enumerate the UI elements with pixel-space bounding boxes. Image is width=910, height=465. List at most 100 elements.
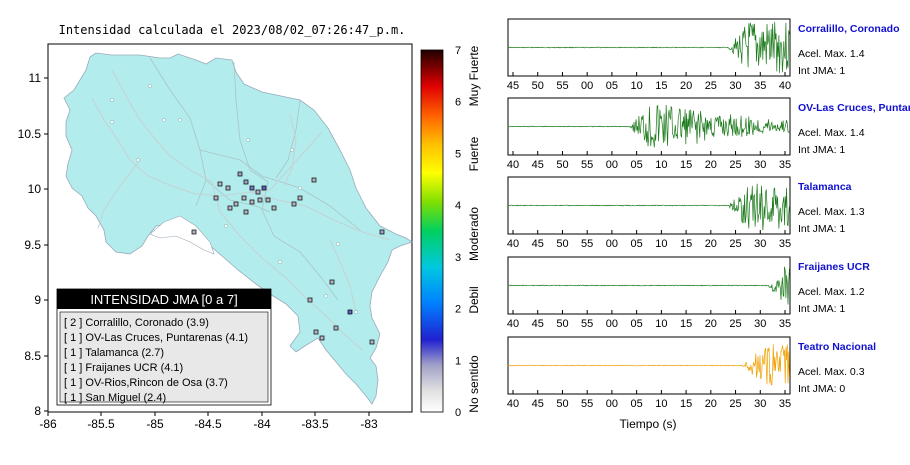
station-name: Fraijanes UCR bbox=[798, 261, 870, 273]
waveform-tick-label: 25 bbox=[729, 159, 741, 171]
legend-entry: [ 1 ] OV-Las Cruces, Puntarenas (4.1) bbox=[64, 332, 248, 344]
colorbar: 7 6 5 4 3 2 1 0 Muy Fuerte Fuerte Moderado Debil No… bbox=[420, 45, 481, 419]
map-y-tick-label: 10.5 bbox=[18, 127, 42, 141]
waveform-trace bbox=[507, 344, 790, 386]
waveform-tick-label: 30 bbox=[754, 238, 766, 250]
station-accel: Acel. Max. 1.2 bbox=[798, 286, 865, 298]
colorbar-tick-label: 0 bbox=[455, 407, 461, 419]
waveform-tick-label: 20 bbox=[705, 318, 717, 330]
waveform-tick-label: 25 bbox=[705, 80, 717, 92]
waveform-tick-label: 35 bbox=[754, 80, 766, 92]
waveform-tick-label: 45 bbox=[532, 238, 544, 250]
waveform-tick-label: 15 bbox=[680, 159, 692, 171]
map-x-tick-label: -83 bbox=[360, 417, 378, 431]
station-accel: Acel. Max. 1.3 bbox=[798, 206, 865, 218]
legend-entry: [ 1 ] OV-Rios,Rincon de Osa (3.7) bbox=[64, 377, 228, 389]
waveform-panel: 40 45 50 55 00 05 10 15 20 25 30 35 OV-Las Cruces, P… bbox=[507, 97, 910, 171]
province-boundaries bbox=[149, 57, 361, 301]
waveform-tick-label: 00 bbox=[606, 238, 618, 250]
waveform-tick-label: 30 bbox=[754, 398, 766, 410]
map-y-tick-label: 10 bbox=[28, 182, 42, 196]
map-y-tick-label: 9 bbox=[34, 293, 41, 307]
waveform-panel: 40 45 50 55 00 05 10 15 20 25 30 35 Talamanca Acel. M… bbox=[507, 176, 865, 250]
legend-entry: [ 1 ] Talamanca (2.7) bbox=[64, 347, 164, 359]
waveform-tick-label: 35 bbox=[779, 398, 791, 410]
waveform-tick-label: 20 bbox=[705, 398, 717, 410]
station-intensity: Int JMA: 1 bbox=[798, 65, 845, 77]
colorbar-label: Muy Fuerte bbox=[467, 45, 481, 106]
waveform-tick-label: 20 bbox=[705, 159, 717, 171]
waveform-tick-label: 35 bbox=[779, 238, 791, 250]
colorbar-tick-label: 4 bbox=[455, 200, 461, 212]
waveform-tick-label: 00 bbox=[606, 318, 618, 330]
waveform-tick-label: 45 bbox=[507, 80, 519, 92]
legend-entry: [ 2 ] Corralillo, Coronado (3.9) bbox=[64, 317, 209, 329]
waveform-tick-label: 55 bbox=[581, 159, 593, 171]
colorbar-label: Moderado bbox=[467, 207, 481, 261]
map-x-tick-label: -84 bbox=[253, 417, 271, 431]
station-name: Talamanca bbox=[798, 181, 852, 193]
map-plot: INTENSIDAD JMA [0 a 7] [ 2 ] Corralillo,… bbox=[18, 43, 413, 431]
colorbar-tick-label: 7 bbox=[455, 45, 461, 57]
waveform-trace bbox=[507, 104, 790, 148]
intensity-legend: INTENSIDAD JMA [0 a 7] [ 2 ] Corralillo,… bbox=[56, 288, 272, 406]
waveform-tick-label: 10 bbox=[655, 238, 667, 250]
station-name: Teatro Nacional bbox=[798, 341, 876, 353]
waveform-tick-label: 40 bbox=[507, 318, 519, 330]
gulf-water bbox=[149, 215, 215, 255]
waveform-tick-label: 15 bbox=[680, 318, 692, 330]
waveform-tick-label: 55 bbox=[581, 318, 593, 330]
station-name: Corralillo, Coronado bbox=[798, 23, 900, 35]
road-network bbox=[91, 69, 391, 351]
waveform-panel: 40 45 50 55 00 05 10 15 20 25 30 35 Fraijanes UCR Ace… bbox=[507, 256, 870, 330]
town-dots bbox=[110, 84, 358, 314]
map-y-tick-label: 11 bbox=[29, 71, 42, 85]
waveform-tick-label: 30 bbox=[754, 318, 766, 330]
waveform-tick-label: 00 bbox=[581, 80, 593, 92]
waveform-tick-label: 15 bbox=[680, 398, 692, 410]
station-name: OV-Las Cruces, Puntar bbox=[798, 102, 910, 114]
colorbar-label: No sentido bbox=[467, 355, 481, 413]
map-x-tick-label: -84.5 bbox=[194, 417, 222, 431]
waveform-tick-label: 40 bbox=[507, 398, 519, 410]
waveform-panel: 45 50 55 00 05 10 15 20 25 30 35 40 Corralillo, Coro… bbox=[507, 18, 900, 92]
station-intensity: Int JMA: 0 bbox=[798, 383, 845, 395]
waveform-tick-label: 20 bbox=[705, 238, 717, 250]
waveform-tick-label: 10 bbox=[655, 398, 667, 410]
waveform-tick-label: 45 bbox=[532, 159, 544, 171]
station-accel: Acel. Max. 1.4 bbox=[798, 48, 865, 60]
waveform-tick-label: 10 bbox=[631, 80, 643, 92]
waveform-tick-label: 25 bbox=[729, 398, 741, 410]
waveform-tick-label: 50 bbox=[556, 318, 568, 330]
waveform-tick-label: 40 bbox=[507, 159, 519, 171]
legend-entry: [ 1 ] San Miguel (2.4) bbox=[64, 392, 166, 404]
waveform-tick-label: 50 bbox=[556, 159, 568, 171]
waveform-xlabel: Tiempo (s) bbox=[620, 417, 677, 431]
waveform-trace bbox=[507, 266, 790, 305]
station-accel: Acel. Max. 1.4 bbox=[798, 127, 865, 139]
waveform-tick-label: 05 bbox=[631, 238, 643, 250]
waveform-tick-label: 10 bbox=[655, 318, 667, 330]
waveform-tick-label: 30 bbox=[729, 80, 741, 92]
station-intensity: Int JMA: 1 bbox=[798, 144, 845, 156]
waveform-tick-label: 20 bbox=[680, 80, 692, 92]
waveform-tick-label: 40 bbox=[779, 80, 791, 92]
waveform-tick-label: 55 bbox=[581, 238, 593, 250]
waveform-tick-label: 50 bbox=[532, 80, 544, 92]
waveform-tick-label: 30 bbox=[754, 159, 766, 171]
map-x-tick-label: -86 bbox=[39, 417, 57, 431]
waveform-tick-label: 00 bbox=[606, 398, 618, 410]
colorbar-label: Fuerte bbox=[467, 136, 481, 171]
colorbar-tick-label: 2 bbox=[455, 304, 461, 316]
waveform-tick-label: 25 bbox=[729, 238, 741, 250]
waveform-tick-label: 45 bbox=[532, 318, 544, 330]
map-y-tick-label: 8.5 bbox=[24, 349, 41, 363]
map-x-tick-label: -85 bbox=[146, 417, 164, 431]
waveform-tick-label: 00 bbox=[606, 159, 618, 171]
waveform-tick-label: 40 bbox=[507, 238, 519, 250]
station-intensity: Int JMA: 1 bbox=[798, 303, 845, 315]
waveform-tick-label: 55 bbox=[556, 80, 568, 92]
waveform-panel: 40 45 50 55 00 05 10 15 20 25 30 35 Teatro Nacional A… bbox=[507, 336, 876, 410]
waveform-tick-label: 15 bbox=[655, 80, 667, 92]
